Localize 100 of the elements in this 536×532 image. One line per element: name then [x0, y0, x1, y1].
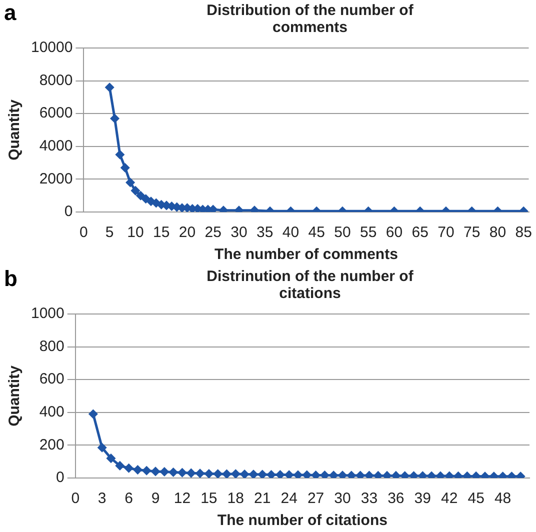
x-tick-label: 45	[308, 224, 325, 242]
point	[329, 471, 338, 478]
point	[231, 470, 240, 478]
x-tick-label: 5	[105, 224, 114, 242]
point	[120, 163, 130, 172]
chart-title: Distrinution of the number of citations	[206, 268, 414, 302]
point	[267, 470, 276, 478]
x-tick-label: 3	[98, 490, 106, 508]
point	[116, 461, 124, 470]
x-tick-label: 35	[256, 224, 274, 242]
point	[454, 472, 463, 478]
point	[240, 470, 249, 478]
x-tick-label: 24	[280, 490, 298, 508]
y-axis-title: Quantity	[6, 364, 24, 426]
point	[276, 470, 284, 478]
point	[258, 470, 267, 478]
x-tick-label: 65	[412, 224, 428, 242]
point	[186, 468, 196, 478]
y-tick-label: 2000	[39, 170, 73, 188]
point	[356, 471, 365, 478]
point	[374, 471, 382, 478]
y-tick-label: 10000	[30, 39, 73, 56]
x-tick-label: 25	[204, 224, 222, 242]
y-tick-label: 0	[64, 203, 73, 220]
x-tick-label: 39	[414, 490, 431, 508]
point	[214, 470, 222, 478]
point	[88, 410, 98, 418]
point	[222, 470, 231, 478]
x-tick-label: 6	[124, 490, 133, 508]
point	[409, 472, 418, 478]
text: b	[4, 266, 18, 292]
x-tick-label: 20	[178, 224, 196, 242]
point	[133, 466, 142, 474]
point	[142, 194, 150, 204]
x-tick-label: 36	[388, 490, 404, 508]
x-tick-label: 30	[334, 490, 351, 508]
point	[427, 472, 436, 478]
y-tick-label: 600	[39, 370, 64, 388]
x-tick-label: 45	[468, 490, 484, 508]
x-tick-label: 0	[80, 224, 88, 242]
point	[105, 83, 114, 92]
point	[178, 468, 186, 477]
point	[392, 471, 400, 478]
x-axis-title: The number of citations	[217, 512, 388, 530]
point	[169, 468, 178, 477]
y-axis-title: Quantity	[6, 98, 24, 160]
point	[124, 464, 134, 472]
point	[98, 443, 106, 452]
x-tick-label: 15	[200, 490, 218, 508]
point	[312, 470, 320, 478]
point	[462, 472, 472, 478]
y-tick-label: 0	[56, 469, 64, 486]
x-tick-label: 10	[127, 224, 144, 242]
text: a	[4, 0, 16, 26]
x-tick-label: 60	[386, 224, 403, 242]
x-tick-label: 27	[307, 490, 324, 508]
point	[106, 454, 116, 463]
x-tick-label: 21	[254, 490, 271, 508]
point	[400, 472, 410, 478]
y-tick-label: 1000	[30, 305, 64, 322]
point	[320, 470, 329, 478]
point	[116, 150, 124, 159]
point	[302, 470, 312, 478]
x-tick-label: 30	[230, 224, 248, 242]
x-tick-label: 48	[494, 490, 512, 508]
point	[152, 198, 160, 208]
point	[151, 467, 160, 476]
x-tick-label: 33	[360, 490, 378, 508]
point	[204, 469, 214, 478]
x-tick-label: 55	[360, 224, 377, 242]
x-tick-label: 75	[463, 224, 480, 242]
point	[364, 471, 374, 478]
point	[136, 191, 145, 200]
x-tick-label: 85	[515, 224, 532, 242]
y-tick-label: 800	[39, 338, 64, 355]
point	[284, 470, 294, 478]
point	[472, 472, 480, 478]
y-tick-label: 6000	[39, 104, 73, 122]
point	[382, 471, 392, 478]
y-tick-label: 200	[39, 436, 64, 454]
point	[445, 472, 454, 478]
point	[110, 114, 120, 123]
x-tick-label: 18	[227, 490, 244, 508]
point	[347, 471, 356, 478]
x-tick-label: 70	[438, 224, 454, 242]
x-tick-label: 42	[441, 490, 458, 508]
point	[160, 468, 169, 476]
point	[196, 469, 204, 478]
chart-title: Distribution of the number of comments	[206, 2, 414, 36]
point	[418, 472, 427, 478]
x-tick-label: 9	[151, 490, 160, 508]
point	[131, 186, 140, 195]
point	[249, 470, 258, 478]
x-axis-title: The number of comments	[214, 246, 398, 264]
x-tick-label: 12	[174, 490, 191, 508]
point	[436, 472, 445, 478]
x-tick-label: 80	[489, 224, 506, 242]
point	[294, 470, 302, 478]
point	[126, 178, 135, 187]
point	[338, 471, 347, 478]
